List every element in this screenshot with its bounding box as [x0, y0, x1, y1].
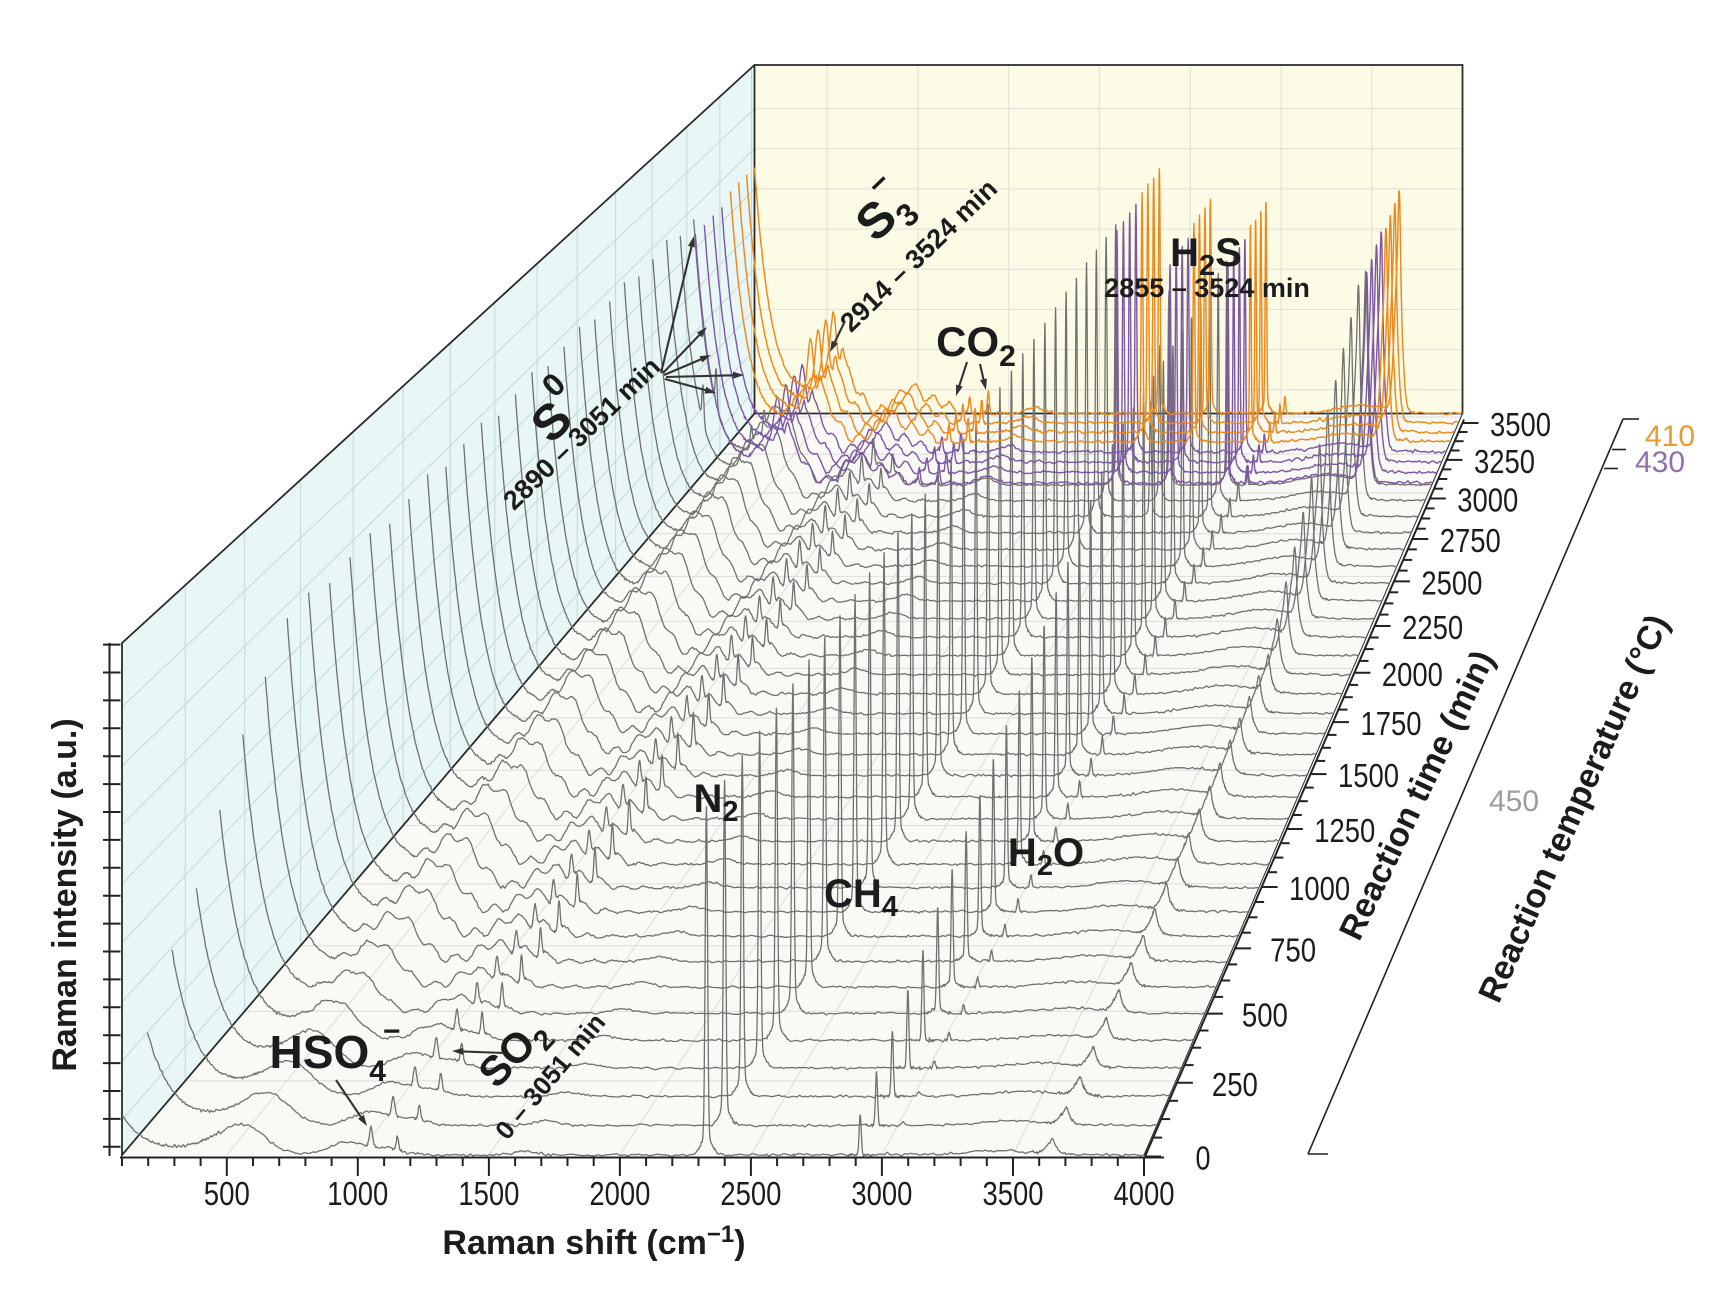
- svg-text:2500: 2500: [720, 1175, 781, 1212]
- svg-text:500: 500: [1242, 997, 1288, 1034]
- svg-text:3000: 3000: [1457, 482, 1518, 519]
- svg-text:3000: 3000: [851, 1175, 912, 1212]
- svg-text:0: 0: [1196, 1140, 1211, 1177]
- svg-text:1500: 1500: [1338, 757, 1399, 794]
- svg-text:250: 250: [1212, 1066, 1258, 1103]
- svg-text:430: 430: [1635, 446, 1685, 479]
- svg-text:2750: 2750: [1440, 522, 1501, 559]
- svg-text:3250: 3250: [1474, 443, 1535, 480]
- svg-text:4000: 4000: [1114, 1175, 1175, 1212]
- svg-text:450: 450: [1489, 785, 1539, 818]
- svg-text:2855 – 3524 min: 2855 – 3524 min: [1104, 273, 1310, 303]
- svg-text:2250: 2250: [1402, 609, 1463, 646]
- svg-text:1000: 1000: [1289, 870, 1350, 907]
- svg-text:3500: 3500: [983, 1175, 1044, 1212]
- svg-text:Raman intensity (a.u.): Raman intensity (a.u.): [46, 718, 84, 1071]
- svg-text:1500: 1500: [458, 1175, 519, 1212]
- svg-text:1750: 1750: [1361, 705, 1422, 742]
- svg-text:410: 410: [1645, 420, 1695, 453]
- svg-text:1250: 1250: [1314, 812, 1375, 849]
- svg-text:2000: 2000: [589, 1175, 650, 1212]
- svg-text:500: 500: [204, 1175, 250, 1212]
- svg-text:2000: 2000: [1382, 656, 1443, 693]
- svg-text:H2S: H2S: [1170, 231, 1242, 282]
- svg-text:Raman shift (cm−1): Raman shift (cm−1): [442, 1221, 745, 1262]
- svg-text:750: 750: [1270, 931, 1316, 968]
- svg-text:1000: 1000: [327, 1175, 388, 1212]
- svg-text:2500: 2500: [1421, 564, 1482, 601]
- svg-text:3500: 3500: [1490, 406, 1551, 443]
